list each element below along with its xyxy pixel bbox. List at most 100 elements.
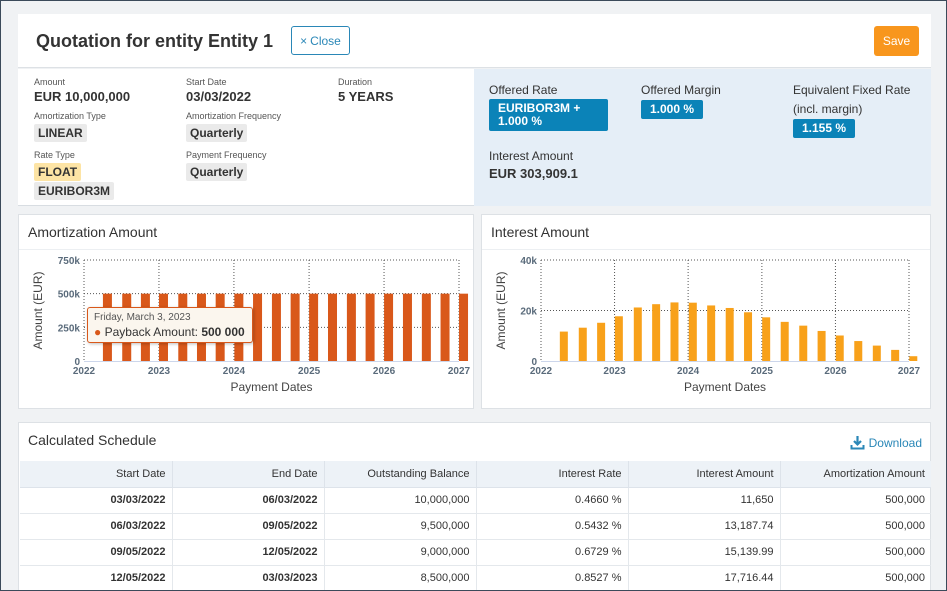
x-axis-title: Payment Dates [230, 380, 312, 394]
y-axis-title: Amount (EUR) [31, 271, 45, 349]
page-title: Quotation for entity Entity 1 [36, 31, 273, 51]
close-button[interactable]: × Close [291, 26, 350, 55]
table-cell: 03/03/2022 [20, 487, 173, 514]
bar [854, 341, 863, 361]
offered-rate-badge: EURIBOR3M + 1.000 % [489, 99, 608, 131]
y-tick-label: 20k [520, 307, 537, 318]
amortization-type-label: Amortization Type [34, 111, 106, 121]
table-cell: 11,650 [628, 487, 781, 514]
tooltip-date: Friday, March 3, 2023 [94, 312, 191, 323]
y-tick-label: 40k [520, 256, 537, 267]
bar [909, 356, 918, 361]
table-cell: 15,139.99 [628, 539, 781, 566]
column-header[interactable]: Interest Rate [476, 461, 629, 488]
x-tick-label: 2027 [898, 366, 921, 377]
table-cell: 500,000 [780, 513, 931, 540]
bar [578, 327, 587, 361]
rate-type-label: Rate Type [34, 150, 75, 160]
download-icon [850, 436, 865, 450]
bar [799, 325, 808, 361]
start-date-label: Start Date [186, 77, 227, 87]
table-cell: 12/05/2022 [172, 539, 325, 566]
amortization-chart-panel: Amortization Amount 0 250k 500k 750k 2022 202… [18, 214, 474, 409]
bar [707, 305, 716, 361]
table-cell: 06/03/2022 [172, 487, 325, 514]
amortization-chart: 0 250k 500k 750k 2022 2023 2024 2025 2026 2027 Pay… [31, 256, 471, 394]
table-cell: 12/05/2022 [20, 565, 173, 590]
bar [440, 293, 450, 361]
panel-divider [19, 249, 473, 250]
x-tick-label: 2024 [677, 366, 700, 377]
amortization-frequency-tag: Quarterly [186, 124, 248, 142]
interest-amount-value: EUR 303,909.1 [489, 166, 578, 181]
schedule-table: Start Date End Date Outstanding Balance Int… [20, 461, 931, 590]
offered-margin-label: Offered Margin [641, 83, 721, 97]
quotation-summary: Amount EUR 10,000,000 Start Date 03/03/2… [18, 69, 931, 206]
table-header-row: Start Date End Date Outstanding Balance Int… [20, 461, 931, 488]
offered-rate-line-1: EURIBOR3M + [498, 101, 581, 115]
rate-summary: Offered Rate EURIBOR3M + 1.000 % Offered… [474, 69, 931, 206]
column-header[interactable]: End Date [172, 461, 325, 488]
bar [421, 293, 431, 361]
bar [309, 293, 319, 361]
y-axis-title: Amount (EUR) [494, 271, 508, 349]
table-cell: 0.5432 % [476, 513, 629, 540]
table-cell: 09/05/2022 [172, 513, 325, 540]
bar [271, 293, 281, 361]
table-cell: 9,000,000 [324, 539, 477, 566]
x-tick-label: 2023 [148, 366, 171, 377]
bar [891, 349, 900, 361]
column-header[interactable]: Amortization Amount [780, 461, 931, 488]
offered-rate-label: Offered Rate [489, 83, 558, 97]
bar [402, 293, 412, 361]
bar [652, 304, 661, 361]
payment-frequency-tag: Quarterly [186, 163, 248, 181]
payment-frequency-label: Payment Frequency [186, 150, 267, 160]
calculated-schedule: Calculated Schedule Download Start Date E… [18, 422, 931, 590]
offered-rate-line-2: 1.000 % [498, 114, 543, 128]
y-tick-label: 0 [531, 357, 537, 368]
bar [688, 302, 697, 361]
panel-divider [482, 249, 930, 250]
duration-label: Duration [338, 77, 373, 87]
interest-amount-label: Interest Amount [489, 149, 574, 163]
x-tick-label: 2025 [751, 366, 774, 377]
bar [744, 312, 753, 361]
bar [872, 345, 881, 361]
amount-label: Amount [34, 77, 66, 87]
table-cell: 500,000 [780, 487, 931, 514]
amortization-chart-title: Amortization Amount [28, 224, 158, 240]
table-cell: 500,000 [780, 565, 931, 590]
equivalent-fixed-rate-sublabel: (incl. margin) [793, 102, 863, 116]
bar [780, 321, 789, 361]
offered-margin-badge: 1.000 % [641, 100, 704, 119]
tooltip-value: 500 000 [201, 325, 245, 339]
table-body: 03/03/2022 06/03/2022 10,000,000 0.4660 % 11… [20, 487, 931, 590]
quotation-header: Quotation for entity Entity 1 × Close Sa… [18, 14, 931, 68]
bar [559, 331, 568, 361]
bar [365, 293, 375, 361]
y-tick-label: 250k [58, 323, 81, 334]
chart-tooltip: Friday, March 3, 2023 ● Payback Amount: … [87, 307, 253, 343]
tooltip-series-dot-icon: ● [94, 325, 102, 339]
table-cell: 03/03/2023 [172, 565, 325, 590]
download-link[interactable]: Download [850, 435, 922, 450]
bar [835, 335, 844, 361]
bar [670, 302, 679, 361]
rate-index-tag: EURIBOR3M [34, 182, 115, 200]
y-tick-label: 0 [74, 357, 80, 368]
x-tick-label: 2026 [824, 366, 847, 377]
bar [614, 316, 623, 361]
column-header[interactable]: Start Date [20, 461, 173, 488]
amortization-type-tag: LINEAR [34, 124, 87, 142]
save-button[interactable]: Save [874, 26, 919, 56]
column-header[interactable]: Interest Amount [628, 461, 781, 488]
bar [346, 293, 356, 361]
column-header[interactable]: Outstanding Balance [324, 461, 477, 488]
x-tick-label: 2022 [73, 366, 96, 377]
interest-chart-panel: Interest Amount 0 20k 40k 2022 2023 2024 2025 2… [481, 214, 931, 409]
loan-parameters: Amount EUR 10,000,000 Start Date 03/03/2… [18, 69, 474, 206]
table-row: 09/05/2022 12/05/2022 9,000,000 0.6729 % 15,… [20, 539, 931, 566]
table-cell: 9,500,000 [324, 513, 477, 540]
